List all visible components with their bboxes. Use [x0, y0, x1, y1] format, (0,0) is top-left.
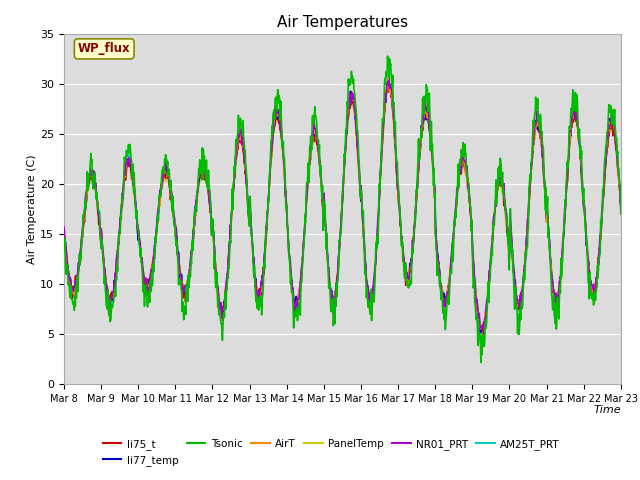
Title: Air Temperatures: Air Temperatures: [277, 15, 408, 30]
Text: WP_flux: WP_flux: [78, 42, 131, 55]
Legend: li75_t, li77_temp, Tsonic, AirT, PanelTemp, NR01_PRT, AM25T_PRT: li75_t, li77_temp, Tsonic, AirT, PanelTe…: [99, 435, 564, 470]
X-axis label: Time: Time: [593, 405, 621, 415]
Y-axis label: Air Temperature (C): Air Temperature (C): [28, 154, 37, 264]
